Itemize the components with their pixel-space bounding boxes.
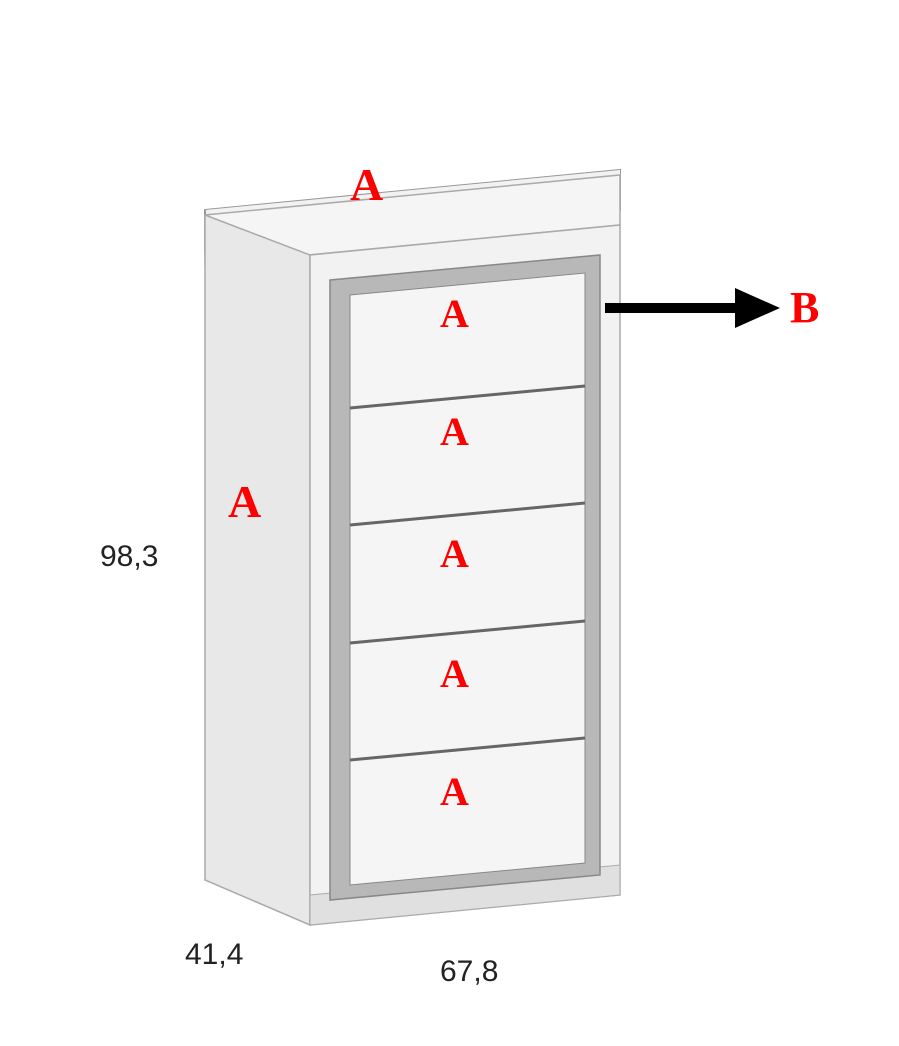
cabinet-side [205, 215, 310, 925]
label-A-top: A [350, 158, 383, 211]
label-A-drawer-5: A [440, 768, 469, 815]
label-A-drawer-2: A [440, 408, 469, 455]
arrow-head [735, 288, 780, 328]
label-A-drawer-3: A [440, 530, 469, 577]
label-A-drawer-4: A [440, 650, 469, 697]
dimension-height: 98,3 [100, 540, 158, 574]
dimension-width: 67,8 [440, 955, 498, 989]
dimension-depth: 41,4 [185, 938, 243, 972]
label-A-drawer-1: A [440, 290, 469, 337]
label-B: B [790, 282, 819, 333]
label-A-side: A [228, 475, 261, 528]
diagram-canvas: A A A A A A A B 98,3 41,4 67,8 [0, 0, 899, 1046]
cabinet-svg [0, 0, 899, 1046]
